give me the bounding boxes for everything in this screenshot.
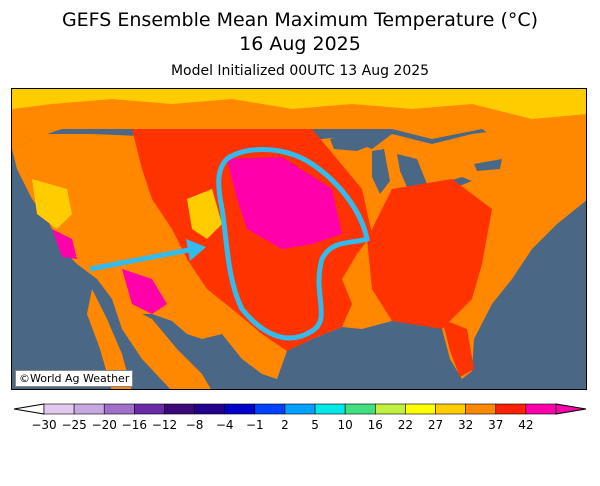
legend-tick-label: −20 xyxy=(91,418,117,432)
west-mild xyxy=(32,179,72,229)
rockies-mild xyxy=(187,189,222,239)
lake-huron xyxy=(397,154,427,187)
lake-michigan xyxy=(372,149,390,194)
legend-tick-label: −8 xyxy=(185,418,204,432)
arrow-head xyxy=(186,239,206,261)
legend-tick-label: 10 xyxy=(337,418,353,432)
legend-swatch xyxy=(405,403,436,415)
init-time: Model Initialized 00UTC 13 Aug 2025 xyxy=(170,63,430,79)
legend-swatch xyxy=(435,403,466,415)
annotation-arrow xyxy=(89,246,195,272)
color-legend xyxy=(13,403,587,415)
credit-label: ©World Ag Weather xyxy=(15,370,134,387)
legend-tick-label: 42 xyxy=(518,418,534,432)
southeast-hot xyxy=(367,179,492,329)
legend-swatch xyxy=(43,403,75,415)
temperature-map: ©World Ag Weather xyxy=(11,88,587,390)
legend-tick-label: 2 xyxy=(281,418,289,432)
legend-swatch xyxy=(525,403,557,415)
legend-swatch xyxy=(254,403,286,415)
canada-north xyxy=(12,89,586,119)
legend-tick-label: −30 xyxy=(31,418,57,432)
legend-swatch xyxy=(103,403,135,415)
heat-dome-outline xyxy=(216,147,370,341)
valid-date: 16 Aug 2025 xyxy=(239,33,361,55)
legend-tick-label: −1 xyxy=(245,418,264,432)
valley-magenta xyxy=(52,229,77,259)
lake-ontario xyxy=(474,159,502,171)
map-canvas xyxy=(12,89,586,389)
legend-min-arrow xyxy=(13,403,45,415)
legend-swatch xyxy=(314,403,346,415)
legend-swatch xyxy=(224,403,256,415)
legend-swatch xyxy=(134,403,165,415)
legend-swatch xyxy=(374,403,406,415)
legend-swatch xyxy=(73,403,105,415)
legend-tick-label: 32 xyxy=(458,418,474,432)
legend-max-arrow xyxy=(555,403,587,415)
legend-tick-label: 27 xyxy=(427,418,444,432)
legend-swatch xyxy=(344,403,376,415)
legend-swatch xyxy=(164,403,195,415)
plains-magenta xyxy=(227,157,342,249)
legend-tick-label: −4 xyxy=(215,418,234,432)
legend-tick-label: −16 xyxy=(121,418,148,432)
legend-swatch xyxy=(284,403,316,415)
canada-land xyxy=(12,89,586,159)
legend-tick-label: 37 xyxy=(488,418,504,432)
legend-tick-label: −12 xyxy=(151,418,178,432)
legend-swatch xyxy=(495,403,527,415)
legend-tick-label: 16 xyxy=(367,418,383,432)
desert-magenta xyxy=(122,269,167,314)
legend-tick-label: −25 xyxy=(61,418,87,432)
legend-swatch xyxy=(194,403,226,415)
legend-tick-label: 22 xyxy=(397,418,414,432)
legend-swatch xyxy=(465,403,497,415)
baja-land xyxy=(87,289,132,389)
mexico-land xyxy=(112,299,211,389)
lake-superior xyxy=(330,131,382,151)
legend-tick-label: 5 xyxy=(311,418,319,432)
map-title: GEFS Ensemble Mean Maximum Temperature (… xyxy=(61,9,539,31)
florida-hot xyxy=(442,319,474,377)
